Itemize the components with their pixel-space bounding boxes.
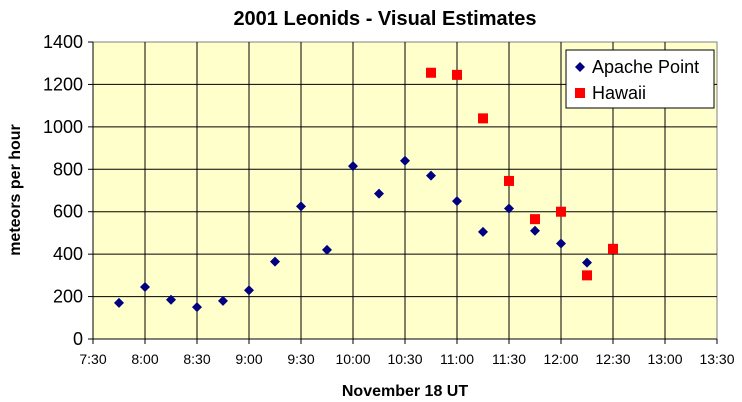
x-tick-label: 10:00 [335, 351, 370, 367]
y-tick-label: 200 [53, 287, 83, 307]
x-tick-label: 13:30 [699, 351, 734, 367]
apache-point-marker [270, 256, 280, 267]
y-tick-label: 1200 [43, 74, 83, 94]
legend: Apache Point Hawaii [565, 49, 715, 109]
legend-apache-point-icon [575, 62, 585, 72]
x-tick-label: 13:00 [647, 351, 682, 367]
x-tick-label: 8:30 [183, 351, 210, 367]
x-axis-title: November 18 UT [342, 383, 468, 400]
apache-point-marker [114, 297, 124, 308]
legend-label: Apache Point [592, 57, 699, 77]
x-tick-label: 7:30 [79, 351, 106, 367]
x-tick-labels: 7:30 8:00 8:30 9:00 9:30 10:00 10:30 11:00 11:30… [79, 351, 734, 367]
apache-point-marker [530, 225, 540, 236]
hawaii-marker [556, 206, 566, 217]
legend-hawaii-icon [575, 88, 585, 98]
apache-point-marker [348, 161, 358, 172]
legend-label: Hawaii [592, 83, 646, 103]
apache-point-marker [478, 226, 488, 237]
x-tick-label: 11:00 [440, 351, 474, 367]
hawaii-marker [582, 270, 592, 281]
hawaii-marker [452, 69, 462, 80]
y-tick-labels: 0 200 400 600 800 1000 1200 1400 [43, 32, 83, 349]
hawaii-marker [478, 113, 488, 124]
hawaii-marker [426, 67, 436, 78]
y-tick-label: 800 [53, 159, 83, 179]
x-tick-label: 11:30 [492, 351, 526, 367]
apache-point-marker [296, 201, 306, 212]
x-tick-label: 9:00 [235, 351, 262, 367]
y-tick-label: 600 [53, 202, 83, 222]
x-tick-label: 10:30 [387, 351, 422, 367]
x-tick-label: 12:00 [543, 351, 578, 367]
hawaii-marker [530, 214, 540, 225]
y-tick-label: 1000 [43, 117, 83, 137]
chart-title: 2001 Leonids - Visual Estimates [233, 8, 536, 30]
y-tick-label: 400 [53, 244, 83, 264]
apache-point-marker [244, 285, 254, 296]
apache-point-marker [504, 203, 514, 214]
apache-point-marker [166, 294, 176, 305]
hawaii-marker [608, 243, 618, 254]
legend-box [565, 49, 715, 109]
apache-point-marker [400, 155, 410, 166]
hawaii-marker [504, 175, 514, 186]
apache-point-marker [426, 170, 436, 181]
y-tick-label: 1400 [43, 32, 83, 52]
apache-point-marker [556, 238, 566, 249]
y-tick-label: 0 [73, 329, 83, 349]
y-axis-title: meteors per hour [7, 124, 24, 256]
x-tick-label: 9:30 [287, 351, 314, 367]
x-tick-label: 12:30 [595, 351, 630, 367]
apache-point-marker [452, 196, 462, 207]
x-tick-label: 8:00 [131, 351, 158, 367]
axes [88, 41, 718, 344]
apache-point-marker [374, 188, 384, 199]
apache-point-marker [322, 244, 332, 255]
apache-point-marker [582, 257, 592, 268]
apache-point-marker [140, 282, 150, 293]
apache-point-marker [192, 302, 202, 313]
data-points [114, 67, 618, 313]
apache-point-marker [218, 295, 228, 306]
